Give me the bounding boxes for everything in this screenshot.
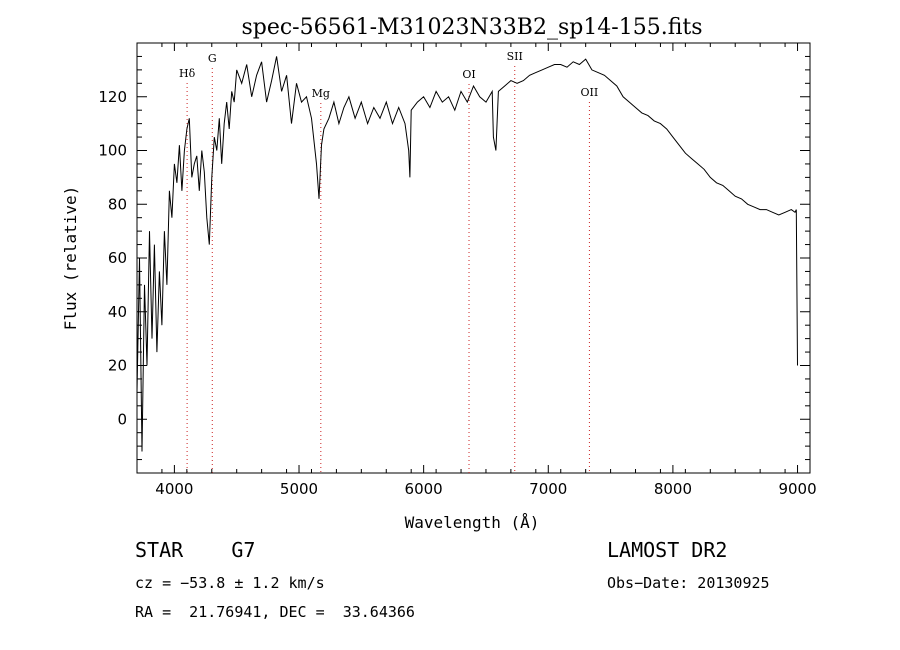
line-marker-label: SII <box>507 50 523 63</box>
x-tick-label: 7000 <box>529 480 567 498</box>
y-tick-label: 20 <box>108 357 127 375</box>
line-marker-label: OII <box>581 86 599 99</box>
coordinates: RA = 21.76941, DEC = 33.64366 <box>135 603 415 621</box>
observation-date: Obs−Date: 20130925 <box>607 574 770 592</box>
y-axis-label: Flux (relative) <box>61 186 80 331</box>
x-tick-label: 4000 <box>155 480 193 498</box>
x-tick-label: 5000 <box>280 480 318 498</box>
y-tick-label: 40 <box>108 303 127 321</box>
y-tick-label: 100 <box>98 142 127 160</box>
spectrum-line <box>136 56 798 452</box>
x-tick-label: 6000 <box>405 480 443 498</box>
y-tick-label: 0 <box>117 410 127 428</box>
classification-label: STAR G7 <box>135 538 256 562</box>
line-marker-label: Hδ <box>179 67 196 80</box>
line-marker-label: G <box>208 52 217 65</box>
y-tick-label: 60 <box>108 249 127 267</box>
x-axis-label: Wavelength (Å) <box>405 513 540 532</box>
x-tick-label: 8000 <box>654 480 692 498</box>
y-tick-label: 80 <box>108 195 127 213</box>
x-tick-label: 9000 <box>778 480 816 498</box>
line-marker-label: OI <box>462 68 475 81</box>
redshift-velocity: cz = −53.8 ± 1.2 km/s <box>135 574 325 592</box>
plot-frame <box>136 42 811 474</box>
survey-name: LAMOST DR2 <box>607 538 728 562</box>
chart-title: spec-56561-M31023N33B2_sp14-155.fits <box>241 15 702 40</box>
y-tick-label: 120 <box>98 88 127 106</box>
line-marker-label: Mg <box>312 87 330 100</box>
